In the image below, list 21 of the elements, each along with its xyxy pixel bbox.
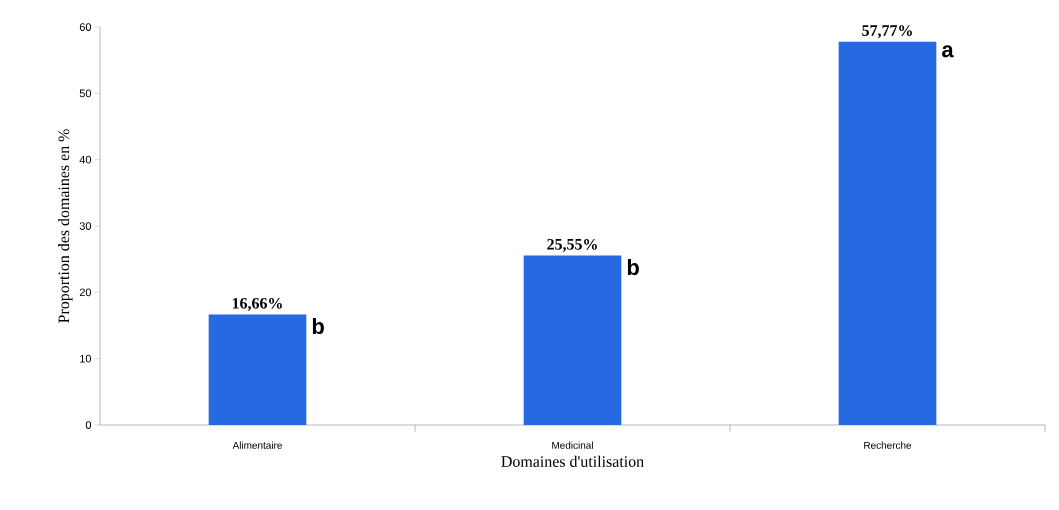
data-label: 57,77% bbox=[862, 25, 912, 39]
x-tick-label: Medicinal bbox=[552, 441, 593, 449]
annotation: b bbox=[627, 259, 639, 276]
x-tick-label: Alimentaire bbox=[232, 441, 282, 449]
y-tick-label: 10 bbox=[80, 354, 92, 363]
data-label: 16,66% bbox=[232, 297, 282, 311]
bar bbox=[838, 41, 937, 425]
y-tick-label: 30 bbox=[79, 222, 92, 230]
x-axis-title: Domaines d'utilisation bbox=[501, 455, 644, 467]
y-tick-label: 50 bbox=[79, 89, 92, 98]
data-label: 25,55% bbox=[547, 238, 597, 252]
y-tick-label: 60 bbox=[79, 23, 92, 31]
y-axis-title: Proportion des domaines en % bbox=[57, 129, 73, 323]
bar bbox=[208, 314, 307, 425]
x-tick-label: Recherche bbox=[864, 441, 912, 449]
annotation: a bbox=[942, 45, 954, 58]
y-tick-label: 20 bbox=[79, 288, 92, 297]
y-tick-label: 0 bbox=[85, 421, 92, 429]
y-tick-label: 40 bbox=[79, 155, 92, 164]
annotation: b bbox=[312, 318, 324, 335]
bar bbox=[523, 255, 622, 425]
